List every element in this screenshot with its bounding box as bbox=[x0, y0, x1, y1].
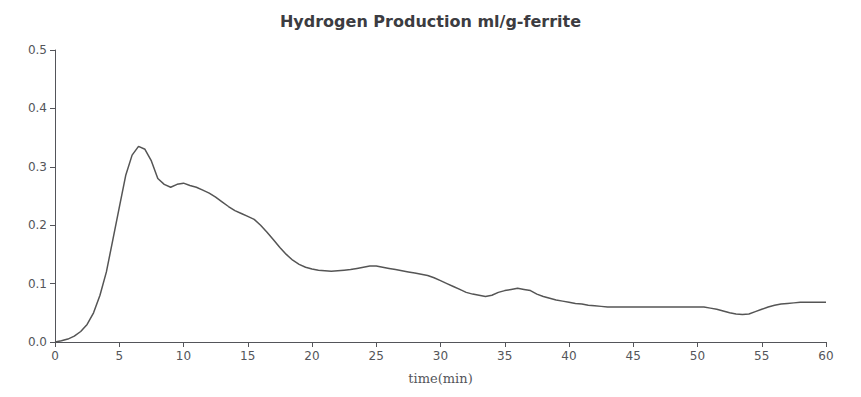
svg-text:30: 30 bbox=[433, 349, 448, 363]
svg-text:40: 40 bbox=[561, 349, 576, 363]
svg-text:Hydrogen Production ml/g-ferri: Hydrogen Production ml/g-ferrite bbox=[280, 12, 581, 31]
svg-text:0.1: 0.1 bbox=[28, 277, 47, 291]
svg-text:0: 0 bbox=[51, 349, 59, 363]
svg-text:0.5: 0.5 bbox=[28, 43, 47, 57]
svg-text:60: 60 bbox=[818, 349, 833, 363]
svg-text:time(min): time(min) bbox=[408, 371, 472, 386]
svg-text:20: 20 bbox=[304, 349, 319, 363]
svg-text:25: 25 bbox=[369, 349, 384, 363]
svg-text:10: 10 bbox=[176, 349, 191, 363]
svg-text:15: 15 bbox=[240, 349, 255, 363]
svg-text:35: 35 bbox=[497, 349, 512, 363]
svg-text:5: 5 bbox=[115, 349, 123, 363]
svg-text:45: 45 bbox=[626, 349, 641, 363]
svg-text:50: 50 bbox=[690, 349, 705, 363]
svg-text:55: 55 bbox=[754, 349, 769, 363]
svg-text:0.2: 0.2 bbox=[28, 218, 47, 232]
svg-text:0.4: 0.4 bbox=[28, 101, 47, 115]
svg-text:0.0: 0.0 bbox=[28, 335, 47, 349]
svg-text:0.3: 0.3 bbox=[28, 160, 47, 174]
